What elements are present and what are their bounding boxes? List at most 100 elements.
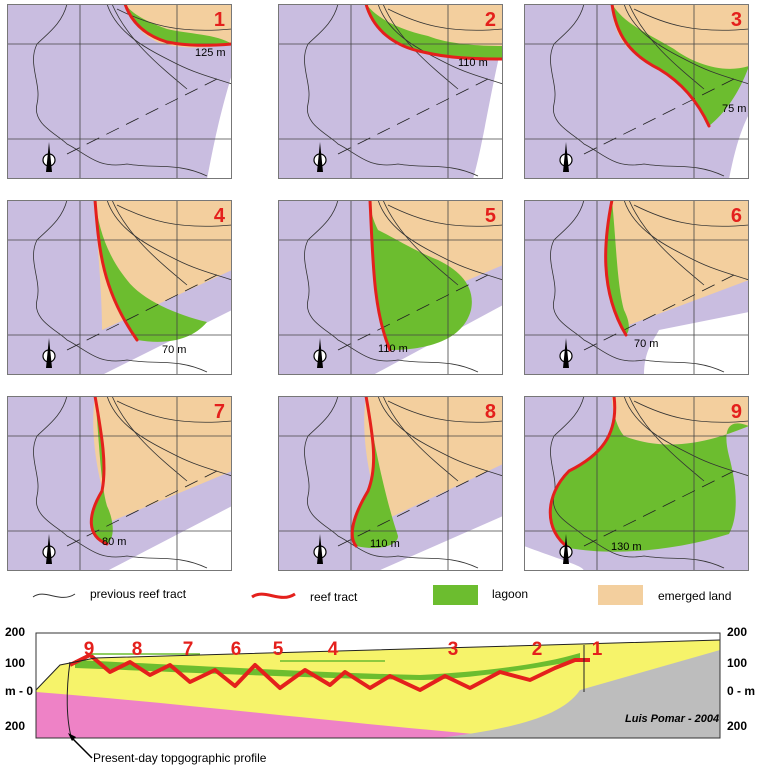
left-axis-tick: 200 (5, 719, 25, 733)
north-arrow-icon (559, 338, 573, 368)
map-panel-3: 3 75 m (524, 4, 749, 179)
panel-frame (524, 396, 749, 571)
panel-number: 7 (214, 401, 225, 423)
dashed-line (66, 274, 218, 351)
reef-tract-line (364, 4, 503, 61)
map-content (7, 396, 232, 571)
map-panels: 1 125 m 2 110 m 3 75 m 4 70 m 5 110 m 6 70 m 7 80 m 8 1… (7, 4, 749, 571)
profile-annotation: Present-day topgographic profile (93, 751, 267, 765)
topographic-profile (35, 639, 721, 691)
left-axis-tick: 100 (5, 656, 25, 670)
outside-area (524, 546, 584, 571)
map-grid (7, 200, 232, 375)
outside-area (729, 114, 749, 179)
reef-tract-line (368, 200, 392, 352)
emerged-land-area (93, 396, 232, 521)
right-axis-tick: 0 - m (727, 684, 755, 698)
emerged-land-swatch (598, 585, 643, 605)
map-panel-5: 5 110 m (278, 200, 503, 375)
outside-area (473, 39, 503, 179)
map-content (278, 200, 503, 375)
stage-number-label: 6 (231, 639, 242, 660)
legend-lagoon-label: lagoon (492, 587, 528, 601)
panel-frame (278, 200, 503, 375)
depth-label: 70 m (634, 338, 658, 350)
depth-label: 130 m (611, 541, 642, 553)
dashed-line (583, 274, 735, 351)
map-content (524, 4, 749, 179)
map-grid (278, 200, 503, 375)
panel-frame (7, 396, 232, 571)
panel-number: 2 (485, 9, 496, 31)
panel-number: 4 (214, 205, 226, 227)
annotation-arrow (71, 737, 93, 759)
stage-number-label: 2 (532, 639, 543, 660)
reef-tract-line (548, 396, 617, 550)
dashed-line (66, 78, 218, 155)
panel-number: 3 (731, 9, 742, 31)
depth-label: 110 m (370, 538, 400, 550)
pink-unit (36, 692, 520, 738)
north-arrow-icon (313, 142, 327, 172)
author-credit: Luis Pomar - 2004 (625, 713, 719, 725)
lagoon-area (91, 396, 113, 544)
north-arrow-icon (313, 534, 327, 564)
map-content (524, 200, 749, 375)
depth-label: 125 m (195, 47, 226, 59)
previous-reef-lines (550, 396, 749, 569)
panel-frame (7, 4, 232, 179)
map-grid (524, 396, 749, 571)
outside-area (107, 506, 232, 571)
lagoon-swatch (433, 585, 478, 605)
panel-frame (278, 396, 503, 571)
map-panel-1: 1 125 m (7, 4, 232, 179)
section-frame (35, 632, 721, 739)
reef-tract-line (123, 4, 232, 47)
map-content (7, 200, 232, 375)
map-content (278, 4, 503, 179)
map-grid (524, 4, 749, 179)
right-axis-tick: 100 (727, 656, 747, 670)
north-arrow-icon (42, 142, 56, 172)
outside-area (644, 312, 749, 375)
panel-number: 9 (731, 401, 742, 423)
left-axis-tick: 200 (5, 625, 25, 639)
lagoon-area (370, 200, 472, 350)
panel-frame (278, 4, 503, 179)
map-panel-2: 2 110 m (278, 4, 503, 179)
depth-label: 80 m (102, 536, 126, 548)
map-panel-6: 6 70 m (524, 200, 749, 375)
panel-frame (524, 4, 749, 179)
lagoon-area (352, 396, 398, 548)
north-arrow-icon (559, 534, 573, 564)
lagoon-area (95, 200, 207, 342)
emerged-land-area (612, 396, 749, 445)
dashed-line (337, 78, 489, 155)
panel-number: 6 (731, 205, 742, 227)
reef-tract-swatch (251, 592, 296, 599)
stage-number-label: 8 (132, 639, 143, 660)
reef-tract-line (350, 396, 376, 548)
emerged-land-area (364, 396, 503, 521)
stage-number-label: 3 (448, 639, 459, 660)
previous-reef-swatch (32, 593, 76, 598)
stage-number-label: 1 (592, 639, 603, 660)
stage-number-label: 5 (273, 639, 284, 660)
yellow-unit (36, 640, 720, 690)
lagoon-area (605, 200, 629, 335)
depth-label: 110 m (458, 57, 488, 69)
map-panel-4: 4 70 m (7, 200, 232, 375)
north-arrow-icon (559, 142, 573, 172)
reef-tract-line (610, 4, 711, 128)
reef-tract-line (93, 200, 139, 342)
depth-label: 70 m (162, 344, 186, 356)
map-grid (278, 4, 503, 179)
lagoon-area (612, 4, 749, 126)
lagoon-unit (75, 653, 580, 680)
emerged-land-area (612, 4, 749, 86)
legend-reef-label: reef tract (310, 590, 358, 604)
outside-area (207, 74, 232, 179)
panel-frame (7, 200, 232, 375)
lagoon-area (366, 4, 503, 59)
